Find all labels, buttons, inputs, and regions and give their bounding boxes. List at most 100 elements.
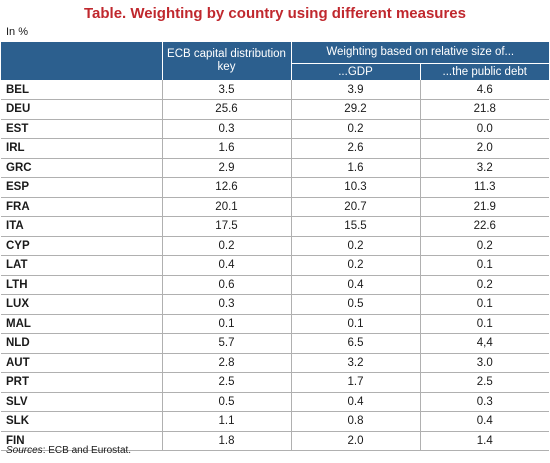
country-cell: MAL — [1, 314, 162, 334]
gdp-cell: 0.4 — [290, 275, 420, 295]
table-row: IRL 1.6 2.6 2.0 — [1, 138, 550, 159]
header-ecb: ECB capital distribution key — [161, 42, 291, 80]
country-cell: DEU — [1, 99, 162, 120]
ecb-cell: 1.8 — [161, 431, 291, 451]
ecb-cell: 2.8 — [161, 353, 291, 373]
country-cell: LTH — [1, 275, 162, 295]
ecb-cell: 12.6 — [161, 177, 291, 198]
country-cell: SLV — [1, 392, 162, 412]
debt-cell: 2.5 — [419, 372, 550, 393]
debt-cell: 21.8 — [419, 99, 550, 120]
country-cell: ESP — [1, 177, 162, 198]
gdp-cell: 0.1 — [290, 314, 420, 334]
debt-cell: 3.0 — [419, 353, 550, 373]
country-cell: ITA — [1, 216, 162, 237]
ecb-cell: 2.5 — [161, 372, 291, 393]
country-cell: AUT — [1, 353, 162, 373]
header-group: Weighting based on relative size of... — [290, 42, 550, 64]
country-cell: PRT — [1, 372, 162, 393]
country-cell: CYP — [1, 236, 162, 256]
gdp-cell: 29.2 — [290, 99, 420, 120]
ecb-cell: 0.3 — [161, 294, 291, 315]
table-row: AUT 2.8 3.2 3.0 — [1, 353, 550, 373]
table-row: SLV 0.5 0.4 0.3 — [1, 392, 550, 412]
debt-cell: 0.1 — [419, 294, 550, 315]
source-label: Sources — [6, 445, 43, 456]
table-row: DEU 25.6 29.2 21.8 — [1, 99, 550, 120]
table-row: PRT 2.5 1.7 2.5 — [1, 372, 550, 393]
debt-cell: 0.2 — [419, 275, 550, 295]
ecb-cell: 17.5 — [161, 216, 291, 237]
debt-cell: 2.0 — [419, 138, 550, 159]
gdp-cell: 0.2 — [290, 255, 420, 276]
ecb-cell: 1.6 — [161, 138, 291, 159]
debt-cell: 4,4 — [419, 333, 550, 354]
debt-cell: 22.6 — [419, 216, 550, 237]
table-row: NLD 5.7 6.5 4,4 — [1, 333, 550, 354]
table-row: FRA 20.1 20.7 21.9 — [1, 197, 550, 217]
gdp-cell: 1.7 — [290, 372, 420, 393]
ecb-cell: 0.5 — [161, 392, 291, 412]
debt-cell: 11.3 — [419, 177, 550, 198]
ecb-cell: 1.1 — [161, 411, 291, 432]
table-row: SLK 1.1 0.8 0.4 — [1, 411, 550, 432]
table-body: BEL 3.5 3.9 4.6 DEU 25.6 29.2 21.8 EST 0.3 0.2 0.0 I… — [1, 80, 550, 451]
country-cell: LAT — [1, 255, 162, 276]
table-row: LAT 0.4 0.2 0.1 — [1, 255, 550, 276]
source-text: : ECB and Eurostat. — [42, 445, 132, 456]
country-cell: SLK — [1, 411, 162, 432]
country-cell: GRC — [1, 158, 162, 178]
ecb-cell: 2.9 — [161, 158, 291, 178]
gdp-cell: 0.2 — [290, 119, 420, 139]
debt-cell: 1.4 — [419, 431, 550, 451]
gdp-cell: 0.2 — [290, 236, 420, 256]
gdp-cell: 3.9 — [290, 80, 420, 100]
country-cell: FRA — [1, 197, 162, 217]
table-title: Table. Weighting by country using differ… — [83, 5, 466, 22]
unit-label: In % — [6, 26, 29, 38]
ecb-cell: 25.6 — [161, 99, 291, 120]
ecb-cell: 0.1 — [161, 314, 291, 334]
debt-cell: 3.2 — [419, 158, 550, 178]
header-debt: ...the public debt — [419, 63, 550, 80]
country-cell: NLD — [1, 333, 162, 354]
header-gdp: ...GDP — [290, 63, 420, 80]
gdp-cell: 0.5 — [290, 294, 420, 315]
country-cell: BEL — [1, 80, 162, 100]
gdp-cell: 0.8 — [290, 411, 420, 432]
country-cell: IRL — [1, 138, 162, 159]
ecb-cell: 5.7 — [161, 333, 291, 354]
debt-cell: 0.2 — [419, 236, 550, 256]
country-cell: EST — [1, 119, 162, 139]
ecb-cell: 0.3 — [161, 119, 291, 139]
table-row: ITA 17.5 15.5 22.6 — [1, 216, 550, 237]
gdp-cell: 2.6 — [290, 138, 420, 159]
gdp-cell: 10.3 — [290, 177, 420, 198]
country-cell: FIN — [1, 431, 162, 451]
weighting-table: ECB capital distribution key Weighting b… — [1, 42, 550, 451]
ecb-cell: 0.4 — [161, 255, 291, 276]
table-row: BEL 3.5 3.9 4.6 — [1, 80, 550, 100]
debt-cell: 0.1 — [419, 314, 550, 334]
debt-cell: 0.0 — [419, 119, 550, 139]
table-row: GRC 2.9 1.6 3.2 — [1, 158, 550, 178]
country-cell: LUX — [1, 294, 162, 315]
debt-cell: 4.6 — [419, 80, 550, 100]
debt-cell: 21.9 — [419, 197, 550, 217]
gdp-cell: 15.5 — [290, 216, 420, 237]
table-row: CYP 0.2 0.2 0.2 — [1, 236, 550, 256]
gdp-cell: 20.7 — [290, 197, 420, 217]
debt-cell: 0.3 — [419, 392, 550, 412]
gdp-cell: 2.0 — [290, 431, 420, 451]
table-row: LTH 0.6 0.4 0.2 — [1, 275, 550, 295]
gdp-cell: 6.5 — [290, 333, 420, 354]
debt-cell: 0.1 — [419, 255, 550, 276]
ecb-cell: 0.2 — [161, 236, 291, 256]
gdp-cell: 0.4 — [290, 392, 420, 412]
header-corner — [1, 42, 162, 80]
gdp-cell: 1.6 — [290, 158, 420, 178]
table-row: ESP 12.6 10.3 11.3 — [1, 177, 550, 198]
table-row: LUX 0.3 0.5 0.1 — [1, 294, 550, 315]
source-note: Sources: ECB and Eurostat. — [6, 445, 131, 456]
table-row: FIN 1.8 2.0 1.4 — [1, 431, 550, 451]
